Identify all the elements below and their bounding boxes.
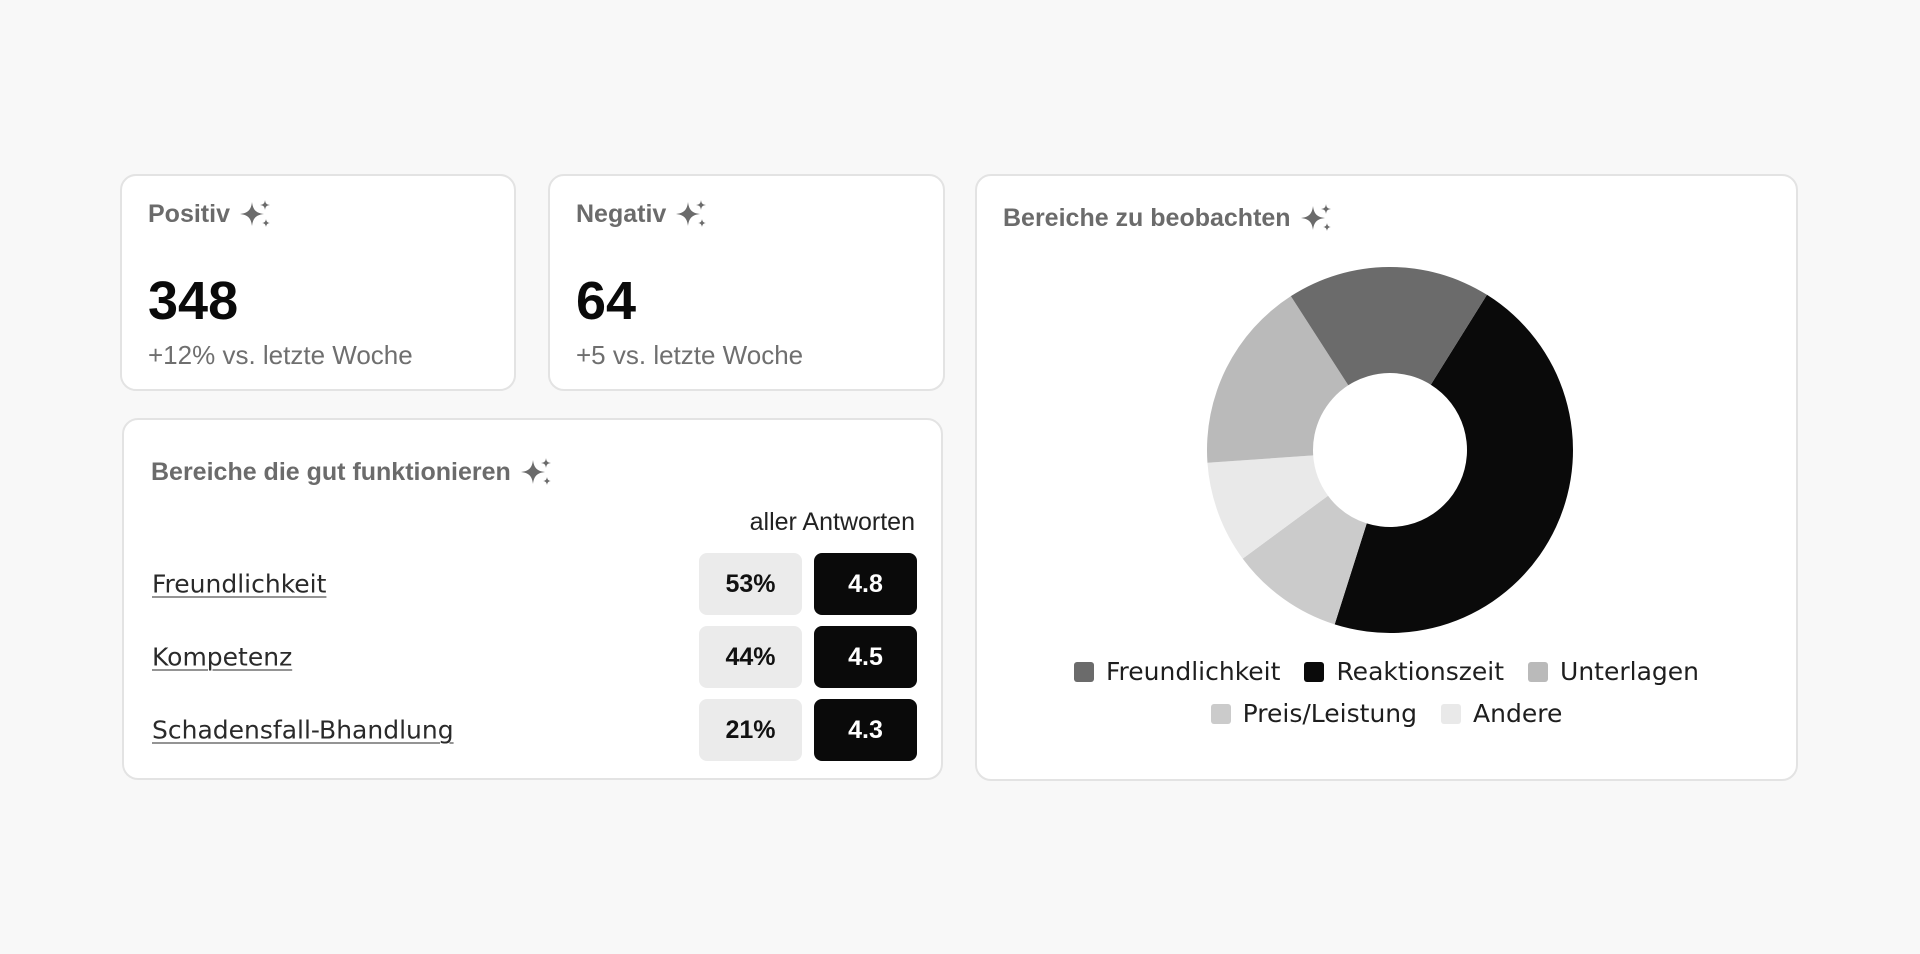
table-row: Freundlichkeit 53% 4.8 bbox=[124, 553, 941, 615]
negative-kpi-title: Negativ bbox=[576, 199, 667, 228]
good-areas-card: Bereiche die gut funktionieren aller Ant… bbox=[122, 418, 943, 780]
legend-item: Unterlagen bbox=[1528, 657, 1699, 686]
negative-kpi-card: Negativ 64 +5 vs. letzte Woche bbox=[548, 174, 945, 391]
negative-kpi-delta: +5 vs. letzte Woche bbox=[576, 340, 804, 370]
legend-label: Unterlagen bbox=[1560, 657, 1699, 686]
table-row: Schadensfall-Bhandlung 21% 4.3 bbox=[124, 699, 941, 761]
positive-kpi-title-row: Positiv bbox=[148, 198, 272, 230]
share-badge: 44% bbox=[699, 626, 802, 688]
area-link-schadensfall[interactable]: Schadensfall-Bhandlung bbox=[152, 715, 454, 745]
positive-kpi-card: Positiv 348 +12% vs. letzte Woche bbox=[120, 174, 516, 391]
donut-slice-reaktionszeit bbox=[1334, 294, 1573, 633]
sparkle-icon bbox=[239, 198, 272, 230]
score-badge: 4.3 bbox=[814, 699, 917, 761]
legend-item: Reaktionszeit bbox=[1304, 657, 1504, 686]
legend-label: Preis/Leistung bbox=[1242, 699, 1418, 728]
sparkle-icon bbox=[1300, 202, 1333, 234]
share-badge: 21% bbox=[699, 699, 802, 761]
chart-legend-row-1: Freundlichkeit Reaktionszeit Unterlagen bbox=[977, 657, 1796, 686]
legend-swatch bbox=[1074, 661, 1094, 682]
watch-areas-title-row: Bereiche zu beobachten bbox=[1003, 202, 1333, 234]
watch-areas-card: Bereiche zu beobachten Freundlichkeit Rea… bbox=[975, 174, 1798, 781]
legend-label: Andere bbox=[1473, 699, 1563, 728]
donut-chart bbox=[1207, 267, 1573, 633]
column-header-all-answers: aller Antworten bbox=[749, 508, 915, 536]
negative-kpi-value: 64 bbox=[576, 271, 637, 331]
positive-kpi-value: 348 bbox=[148, 271, 239, 331]
score-badge: 4.8 bbox=[814, 553, 917, 615]
area-link-kompetenz[interactable]: Kompetenz bbox=[152, 642, 293, 672]
legend-swatch bbox=[1441, 703, 1462, 724]
legend-swatch bbox=[1528, 661, 1549, 682]
legend-swatch bbox=[1304, 661, 1325, 682]
legend-item: Freundlichkeit bbox=[1074, 657, 1280, 686]
legend-item: Preis/Leistung bbox=[1210, 699, 1418, 728]
legend-swatch bbox=[1210, 703, 1231, 724]
donut-slice-freundlichkeit bbox=[1290, 267, 1487, 386]
good-areas-title-row: Bereiche die gut funktionieren bbox=[151, 456, 553, 488]
area-link-freundlichkeit[interactable]: Freundlichkeit bbox=[152, 569, 327, 599]
chart-legend-row-2: Preis/Leistung Andere bbox=[977, 699, 1796, 728]
sparkle-icon bbox=[676, 198, 708, 230]
good-areas-title: Bereiche die gut funktionieren bbox=[151, 457, 511, 486]
donut-slice-andere bbox=[1207, 296, 1349, 463]
sparkle-icon bbox=[520, 456, 553, 488]
positive-kpi-title: Positiv bbox=[148, 199, 230, 228]
table-row: Kompetenz 44% 4.5 bbox=[124, 626, 941, 688]
positive-kpi-delta: +12% vs. letzte Woche bbox=[148, 340, 413, 370]
watch-areas-title: Bereiche zu beobachten bbox=[1003, 203, 1291, 232]
negative-kpi-title-row: Negativ bbox=[576, 198, 708, 230]
score-badge: 4.5 bbox=[814, 626, 917, 688]
share-badge: 53% bbox=[699, 553, 802, 615]
legend-label: Freundlichkeit bbox=[1106, 657, 1281, 686]
donut-slice-unterlagen bbox=[1242, 495, 1367, 625]
legend-label: Reaktionszeit bbox=[1336, 657, 1505, 686]
donut-slice-preis-leistung bbox=[1207, 455, 1329, 559]
legend-item: Andere bbox=[1441, 699, 1562, 728]
